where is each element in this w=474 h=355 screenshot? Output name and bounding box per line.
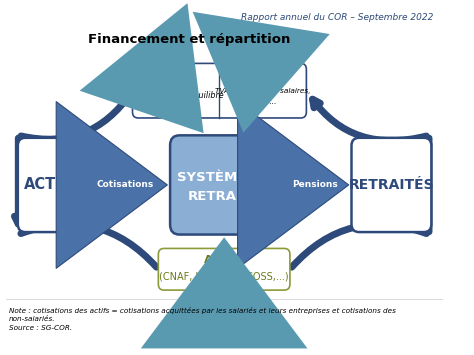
Text: ACTIFS: ACTIFS [24, 178, 82, 192]
Text: Cotisations: Cotisations [97, 180, 154, 190]
Text: RETRAITE: RETRAITE [188, 190, 260, 203]
Text: CSG, ...: CSG, ... [249, 99, 276, 105]
Text: Note : cotisations des actifs = cotisations acquittées par les salariés et leurs: Note : cotisations des actifs = cotisati… [9, 307, 396, 331]
Text: ITAF: ITAF [249, 73, 276, 83]
FancyArrowPatch shape [14, 138, 22, 224]
Text: RETRAITÉS: RETRAITÉS [348, 178, 434, 192]
FancyBboxPatch shape [158, 248, 290, 290]
Text: Financement et répartition: Financement et répartition [88, 33, 291, 46]
FancyArrowPatch shape [21, 93, 131, 139]
Text: Pensions: Pensions [292, 180, 337, 190]
FancyArrowPatch shape [21, 224, 156, 267]
Text: SYSTÈME DE: SYSTÈME DE [177, 170, 271, 184]
Text: Rapport annuel du COR – Septembre 2022: Rapport annuel du COR – Septembre 2022 [241, 13, 434, 22]
Text: État: État [164, 76, 189, 86]
FancyArrowPatch shape [312, 99, 426, 141]
Text: TVA, Taxe sur les salaires,: TVA, Taxe sur les salaires, [215, 88, 310, 94]
FancyBboxPatch shape [170, 135, 278, 235]
Text: Subventions d'équilibre: Subventions d'équilibre [129, 91, 224, 100]
FancyBboxPatch shape [133, 64, 306, 118]
FancyBboxPatch shape [352, 138, 431, 232]
Text: (CNAF, UNEDIC, ACOSS,...): (CNAF, UNEDIC, ACOSS,...) [159, 271, 289, 281]
FancyBboxPatch shape [18, 138, 88, 232]
Text: Autres: Autres [203, 255, 245, 265]
FancyArrowPatch shape [292, 224, 427, 267]
